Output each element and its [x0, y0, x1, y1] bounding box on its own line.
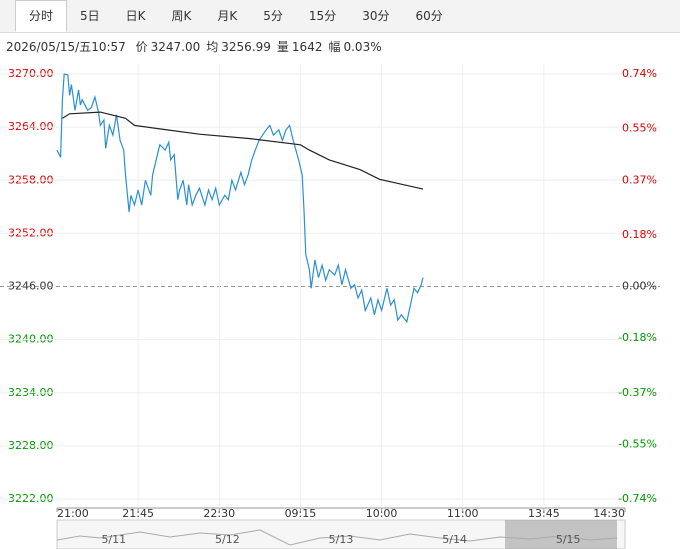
tab[interactable]: 分时 — [15, 0, 68, 32]
info-label: 价 — [135, 40, 148, 54]
x-tick-label: 21:00 — [57, 507, 89, 520]
info-label: 幅 — [328, 40, 341, 54]
navigator-label: 5/12 — [215, 533, 240, 546]
y2-tick-label: -0.55% — [618, 437, 657, 450]
navigator-window[interactable] — [505, 520, 617, 549]
x-tick-label: 11:00 — [447, 507, 479, 520]
x-tick-label: 10:00 — [366, 507, 398, 520]
navigator-sketch — [56, 529, 618, 546]
line-series — [56, 73, 424, 324]
y2-tick-label: 0.37% — [622, 173, 657, 186]
tab-bar: 分时 5日 日K 周K 月K 5分 15分 30分 60分 — [0, 0, 680, 33]
y2-tick-label: -0.37% — [618, 386, 657, 399]
x-tick-label: 13:45 — [528, 507, 560, 520]
y2-tick-label: -0.74% — [618, 492, 657, 505]
tab[interactable]: 日K — [125, 9, 146, 23]
y2-tick-label: -0.18% — [618, 331, 657, 344]
tab[interactable]: 15分 — [308, 9, 337, 23]
navigator-label: 5/11 — [101, 533, 126, 546]
navigator-label: 5/13 — [329, 533, 354, 546]
x-tick-label: 21:45 — [122, 507, 154, 520]
info-line: 2026/05/15/五10:57 价 3247.00 均 3256.99 量 1642 幅… — [6, 38, 388, 55]
info-value: 0.03% — [343, 40, 382, 54]
x-tick-label: 22:30 — [203, 507, 235, 520]
tab[interactable]: 月K — [217, 9, 238, 23]
navigator-label: 5/15 — [556, 533, 581, 546]
tab[interactable]: 30分 — [362, 9, 390, 23]
navigator-label: 5/14 — [442, 533, 467, 546]
tab[interactable]: 60分 — [415, 9, 443, 23]
info-value: 1642 — [291, 40, 323, 54]
y2-tick-label: 0.18% — [622, 228, 657, 241]
y2-tick-label: 0.55% — [622, 122, 657, 135]
x-tick-label: 14:30 — [593, 507, 625, 520]
info-value: 3247.00 — [150, 40, 201, 54]
info-label: 均 — [206, 40, 219, 54]
x-tick-label: 09:15 — [285, 507, 317, 520]
tab[interactable]: 5日 — [80, 9, 100, 23]
y2-tick-label: 0.74% — [622, 67, 657, 80]
info-value: 3256.99 — [221, 40, 271, 54]
info-label: 量 — [276, 40, 289, 54]
tab[interactable]: 5分 — [263, 9, 283, 23]
tab[interactable]: 周K — [171, 9, 192, 23]
line-series — [62, 111, 424, 190]
y2-tick-label: 0.00% — [622, 280, 657, 293]
datetime: 2026/05/15/五10:57 — [6, 40, 126, 54]
